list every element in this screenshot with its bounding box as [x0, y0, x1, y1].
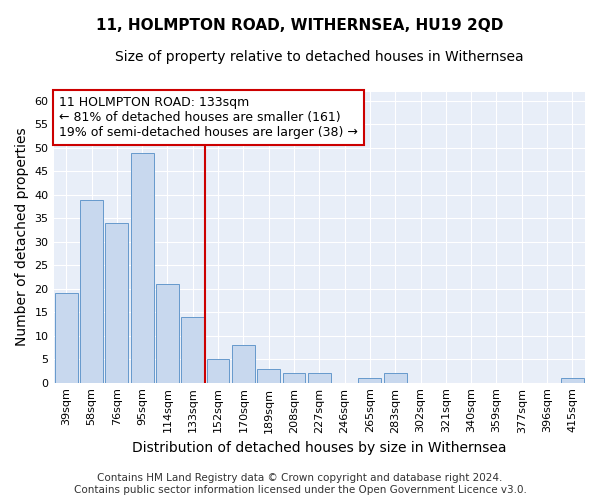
Bar — [80, 200, 103, 382]
Title: Size of property relative to detached houses in Withernsea: Size of property relative to detached ho… — [115, 50, 524, 64]
Text: Contains HM Land Registry data © Crown copyright and database right 2024.
Contai: Contains HM Land Registry data © Crown c… — [74, 474, 526, 495]
Bar — [257, 368, 280, 382]
Text: 11 HOLMPTON ROAD: 133sqm
← 81% of detached houses are smaller (161)
19% of semi-: 11 HOLMPTON ROAD: 133sqm ← 81% of detach… — [59, 96, 358, 139]
Text: 11, HOLMPTON ROAD, WITHERNSEA, HU19 2QD: 11, HOLMPTON ROAD, WITHERNSEA, HU19 2QD — [97, 18, 503, 32]
Bar — [106, 223, 128, 382]
Bar — [206, 359, 229, 382]
Y-axis label: Number of detached properties: Number of detached properties — [15, 128, 29, 346]
Bar — [283, 374, 305, 382]
Bar — [232, 345, 255, 383]
Bar — [384, 374, 407, 382]
X-axis label: Distribution of detached houses by size in Withernsea: Distribution of detached houses by size … — [132, 441, 506, 455]
Bar — [131, 152, 154, 382]
Bar — [561, 378, 584, 382]
Bar — [358, 378, 381, 382]
Bar — [181, 317, 204, 382]
Bar — [156, 284, 179, 382]
Bar — [308, 374, 331, 382]
Bar — [55, 294, 77, 382]
